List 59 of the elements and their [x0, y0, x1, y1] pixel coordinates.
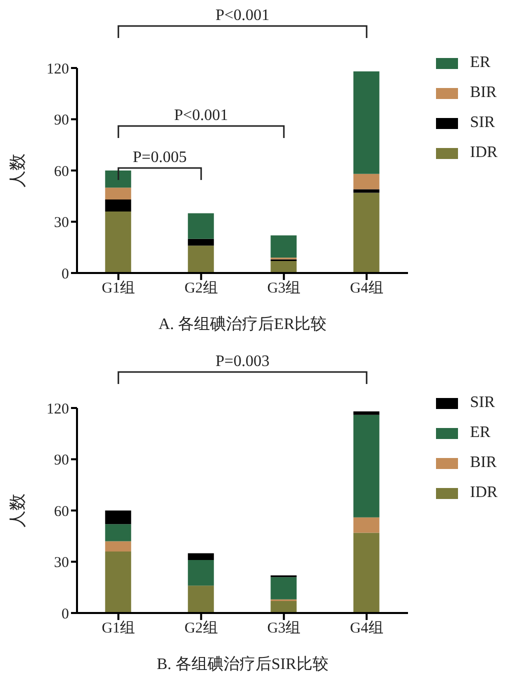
bar — [105, 524, 132, 542]
bar — [270, 601, 297, 613]
bar — [270, 235, 297, 258]
bar — [353, 517, 380, 533]
y-tick-label: 60 — [54, 504, 69, 520]
bar — [105, 552, 132, 613]
y-tick-label: 90 — [54, 452, 69, 469]
bar — [353, 71, 380, 174]
bar — [353, 414, 380, 518]
y-tick-label: 0 — [62, 606, 69, 622]
legend-label: SIR — [470, 394, 495, 412]
x-tick-label: G2组 — [184, 280, 218, 297]
bar — [105, 212, 132, 273]
y-tick-label: 90 — [54, 112, 69, 129]
bar — [105, 170, 132, 188]
annotation: P<0.001 — [174, 107, 228, 124]
text: B. 各组碘治疗后SIR比较 — [156, 654, 330, 675]
bar — [188, 213, 214, 239]
y-tick-label: 120 — [46, 401, 69, 418]
legend-label: SIR — [470, 114, 495, 132]
text: A. 各组碘治疗后ER比较 — [158, 314, 328, 335]
legend-label: IDR — [470, 144, 498, 162]
bar — [270, 577, 297, 600]
x-tick-label: G2组 — [184, 620, 218, 637]
legend-label: BIR — [470, 454, 497, 472]
bar — [353, 192, 380, 273]
bar — [270, 261, 297, 273]
legend-label: BIR — [470, 84, 497, 102]
legend-label: IDR — [470, 484, 498, 502]
legend-label: ER — [470, 424, 490, 442]
x-tick-label: G4组 — [350, 620, 384, 637]
bar — [188, 586, 214, 613]
y-axis-title: 人数 — [8, 154, 28, 188]
bar — [105, 510, 132, 524]
bar — [188, 553, 214, 560]
bar — [353, 532, 380, 613]
bar — [188, 238, 214, 246]
x-tick-label: G4组 — [350, 280, 384, 297]
bar — [188, 246, 214, 273]
text: P=0.003 — [216, 353, 270, 370]
y-tick-label: 30 — [54, 215, 69, 232]
annotation: P=0.005 — [132, 149, 187, 166]
x-tick-label: G3组 — [267, 280, 301, 297]
bar — [105, 200, 132, 212]
text: P<0.001 — [216, 7, 270, 24]
bar — [105, 188, 132, 200]
y-tick-label: 0 — [62, 266, 69, 282]
bar — [188, 560, 214, 586]
x-tick-label: G1组 — [102, 280, 136, 297]
y-tick-label: 60 — [54, 164, 69, 180]
x-tick-label: G3组 — [267, 620, 301, 637]
y-tick-label: 120 — [46, 61, 69, 78]
x-tick-label: G1组 — [102, 620, 136, 637]
y-axis-title: 人数 — [8, 494, 28, 528]
bar — [353, 411, 380, 415]
legend-label: ER — [470, 54, 490, 72]
bar — [105, 541, 132, 552]
bar — [353, 174, 380, 190]
y-tick-label: 30 — [54, 555, 69, 572]
